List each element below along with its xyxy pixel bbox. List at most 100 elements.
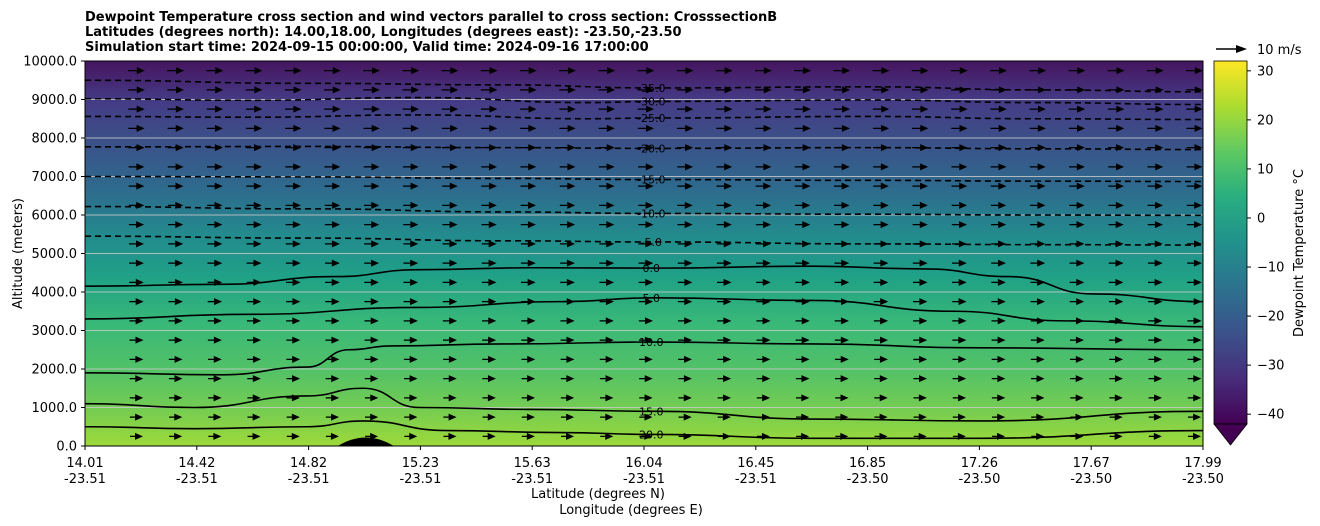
wind-vector-head [174, 432, 183, 440]
wind-vector-head [370, 432, 379, 440]
wind-vector-head [997, 355, 1006, 363]
wind-vector-head [998, 67, 1007, 75]
y-axis-label: Altitude (meters) [11, 198, 26, 309]
wind-vector-head [1194, 105, 1203, 113]
wind-vector-head [1155, 67, 1164, 75]
wind-vector-head [763, 221, 772, 229]
wind-vector-head [1116, 67, 1125, 75]
wind-vector-head [567, 67, 576, 75]
wind-vector-head [880, 240, 889, 248]
quiver-key-arrow-head [1236, 45, 1247, 53]
wind-vector-head [1076, 240, 1085, 248]
wind-vector-head [1037, 259, 1046, 267]
y-tick-label: 8000.0 [32, 132, 78, 147]
wind-vector-head [644, 355, 653, 363]
wind-vector-head [801, 336, 810, 344]
wind-vector-head [959, 105, 968, 113]
wind-vector-head [449, 298, 458, 306]
wind-vector-head [332, 105, 341, 113]
wind-vector-head [723, 336, 732, 344]
colorbar-tick-label: −30 [1257, 359, 1284, 374]
wind-vector-head [1193, 278, 1202, 286]
wind-vector-head [214, 221, 223, 229]
wind-vector-head [136, 240, 144, 248]
wind-vector-head [1037, 201, 1046, 209]
wind-vector-head [958, 278, 967, 286]
wind-vector-head [449, 163, 458, 171]
wind-vector-head [567, 221, 576, 229]
wind-vector-head [567, 201, 576, 209]
wind-vector-head [723, 317, 732, 325]
wind-vector-head [840, 317, 849, 325]
wind-vector-head [802, 182, 811, 190]
wind-vector-head [880, 163, 889, 171]
contour-label: -35.0 [637, 82, 665, 95]
wind-vector-head [919, 240, 928, 248]
wind-vector-head [722, 413, 731, 421]
wind-vector-head [174, 394, 183, 402]
x-tick-label-latitude: 17.26 [961, 456, 998, 471]
wind-vector-head [332, 163, 341, 171]
wind-vector-head [566, 413, 575, 421]
wind-vector-head [1116, 163, 1125, 171]
wind-vector-head [175, 240, 184, 248]
wind-vector-head [1036, 355, 1045, 363]
wind-vector-head [449, 317, 458, 325]
wind-vector-head [1037, 182, 1046, 190]
wind-vector-head [136, 163, 145, 171]
wind-vector-head [998, 221, 1007, 229]
wind-vector-head [645, 259, 654, 267]
wind-vector-head [135, 394, 144, 402]
colorbar-tick-label: −20 [1257, 310, 1284, 325]
wind-vector-head [566, 355, 575, 363]
wind-vector-head [488, 278, 497, 286]
wind-vector-head [605, 375, 614, 383]
wind-vector-head [802, 86, 811, 94]
quiver-key-label: 10 m/s [1257, 43, 1302, 58]
wind-vector-head [136, 86, 145, 94]
wind-vector-head [998, 86, 1007, 94]
wind-vector-head [959, 163, 968, 171]
wind-vector-head [292, 221, 301, 229]
wind-vector-head [802, 221, 811, 229]
wind-vector-head [410, 144, 419, 152]
wind-vector-head [997, 298, 1006, 306]
wind-vector-head [997, 394, 1006, 402]
wind-vector-head [684, 317, 693, 325]
wind-vector-head [919, 317, 928, 325]
wind-vector-head [332, 67, 341, 75]
wind-vector-head [881, 124, 890, 132]
wind-vector-head [174, 355, 183, 363]
wind-vector-head [253, 182, 262, 190]
contour-line--5.0 [85, 235, 1203, 246]
wind-vector-head [331, 413, 340, 421]
wind-vector-head [371, 182, 380, 190]
wind-vector-head [840, 375, 849, 383]
wind-vector-head [410, 259, 419, 267]
wind-vector-head [1155, 163, 1164, 171]
wind-vector-head [958, 355, 967, 363]
wind-vector-head [1154, 336, 1163, 344]
wind-vector-head [448, 394, 457, 402]
gridlines [85, 99, 1203, 408]
wind-vector-head [1193, 375, 1202, 383]
wind-vector-head [1114, 394, 1123, 402]
wind-vector-head [136, 67, 145, 75]
contour-line--20.0 [85, 145, 1203, 151]
wind-vector-head [1077, 124, 1086, 132]
wind-vector-head [958, 298, 967, 306]
y-tick-label: 7000.0 [32, 170, 78, 185]
wind-vector-head [997, 317, 1006, 325]
wind-vector-head [449, 240, 458, 248]
wind-vector-head [410, 163, 419, 171]
wind-vector-head [1154, 278, 1163, 286]
wind-vector-head [723, 259, 732, 267]
wind-vector-head [214, 298, 223, 306]
wind-vector-head [1076, 221, 1085, 229]
wind-vector-head [684, 201, 693, 209]
wind-vector-head [175, 221, 184, 229]
wind-vector-head [683, 413, 692, 421]
wind-vector-head [1036, 413, 1045, 421]
wind-vector-head [331, 240, 340, 248]
wind-vector-head [684, 298, 693, 306]
